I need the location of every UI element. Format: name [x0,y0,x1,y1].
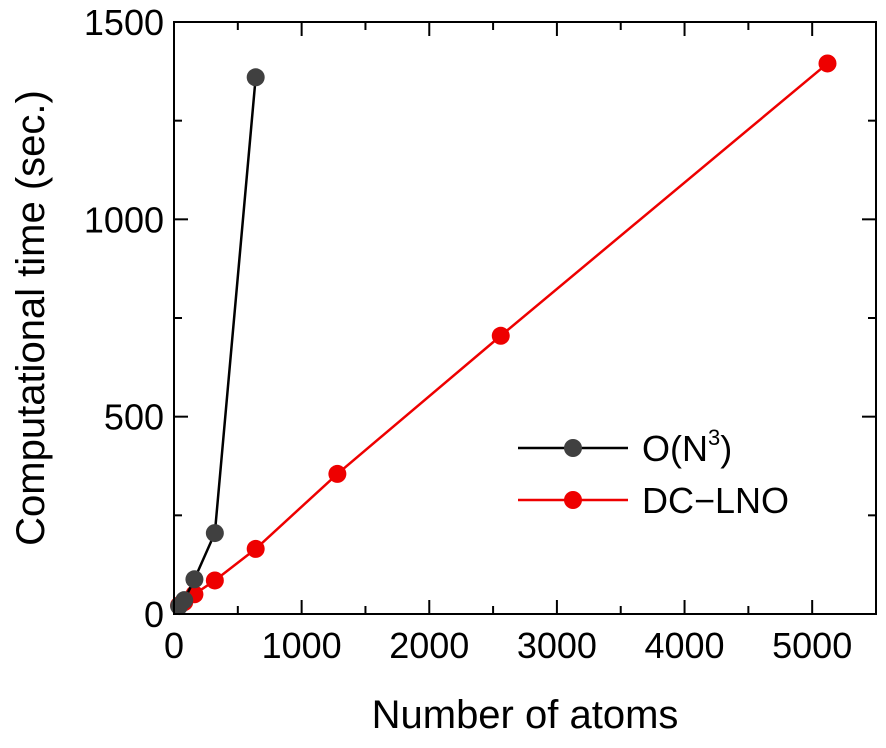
data-point [205,571,224,590]
legend-marker [564,439,582,457]
y-tick-label: 0 [144,594,164,635]
data-point [246,68,265,87]
x-tick-label: 1000 [262,625,342,666]
legend: O(N3) DC−LNO [518,425,789,521]
legend-label-close: ) [720,428,732,469]
legend-label: DC−LNO [642,480,789,521]
legend-label-sup: 3 [708,425,720,450]
ticks-layer: 0 1000 2000 3000 4000 5000 0 500 1000 1500 [84,2,876,666]
data-point [185,570,204,589]
y-axis-label: Computational time (sec.) [9,90,53,546]
legend-item: DC−LNO [518,480,789,521]
x-tick-label: 3000 [517,625,597,666]
series-dc-lno [170,54,837,615]
data-point [818,54,837,73]
y-tick-label: 1000 [84,199,164,240]
x-axis-label: Number of atoms [372,693,679,737]
x-tick-label: 5000 [772,625,852,666]
legend-marker [564,491,582,509]
x-tick-label: 2000 [389,625,469,666]
legend-label: O(N3) [642,425,732,469]
data-point [246,539,265,558]
data-point [175,591,194,610]
data-point [491,326,510,345]
legend-label-base: O(N [642,428,708,469]
data-point [328,464,347,483]
y-tick-label: 1500 [84,2,164,43]
series-on3 [170,68,265,616]
series-layer [170,54,837,616]
x-tick-label: 4000 [644,625,724,666]
legend-item: O(N3) [518,425,732,469]
data-point [205,524,224,543]
x-tick-label: 0 [164,625,184,666]
y-tick-label: 500 [104,397,164,438]
